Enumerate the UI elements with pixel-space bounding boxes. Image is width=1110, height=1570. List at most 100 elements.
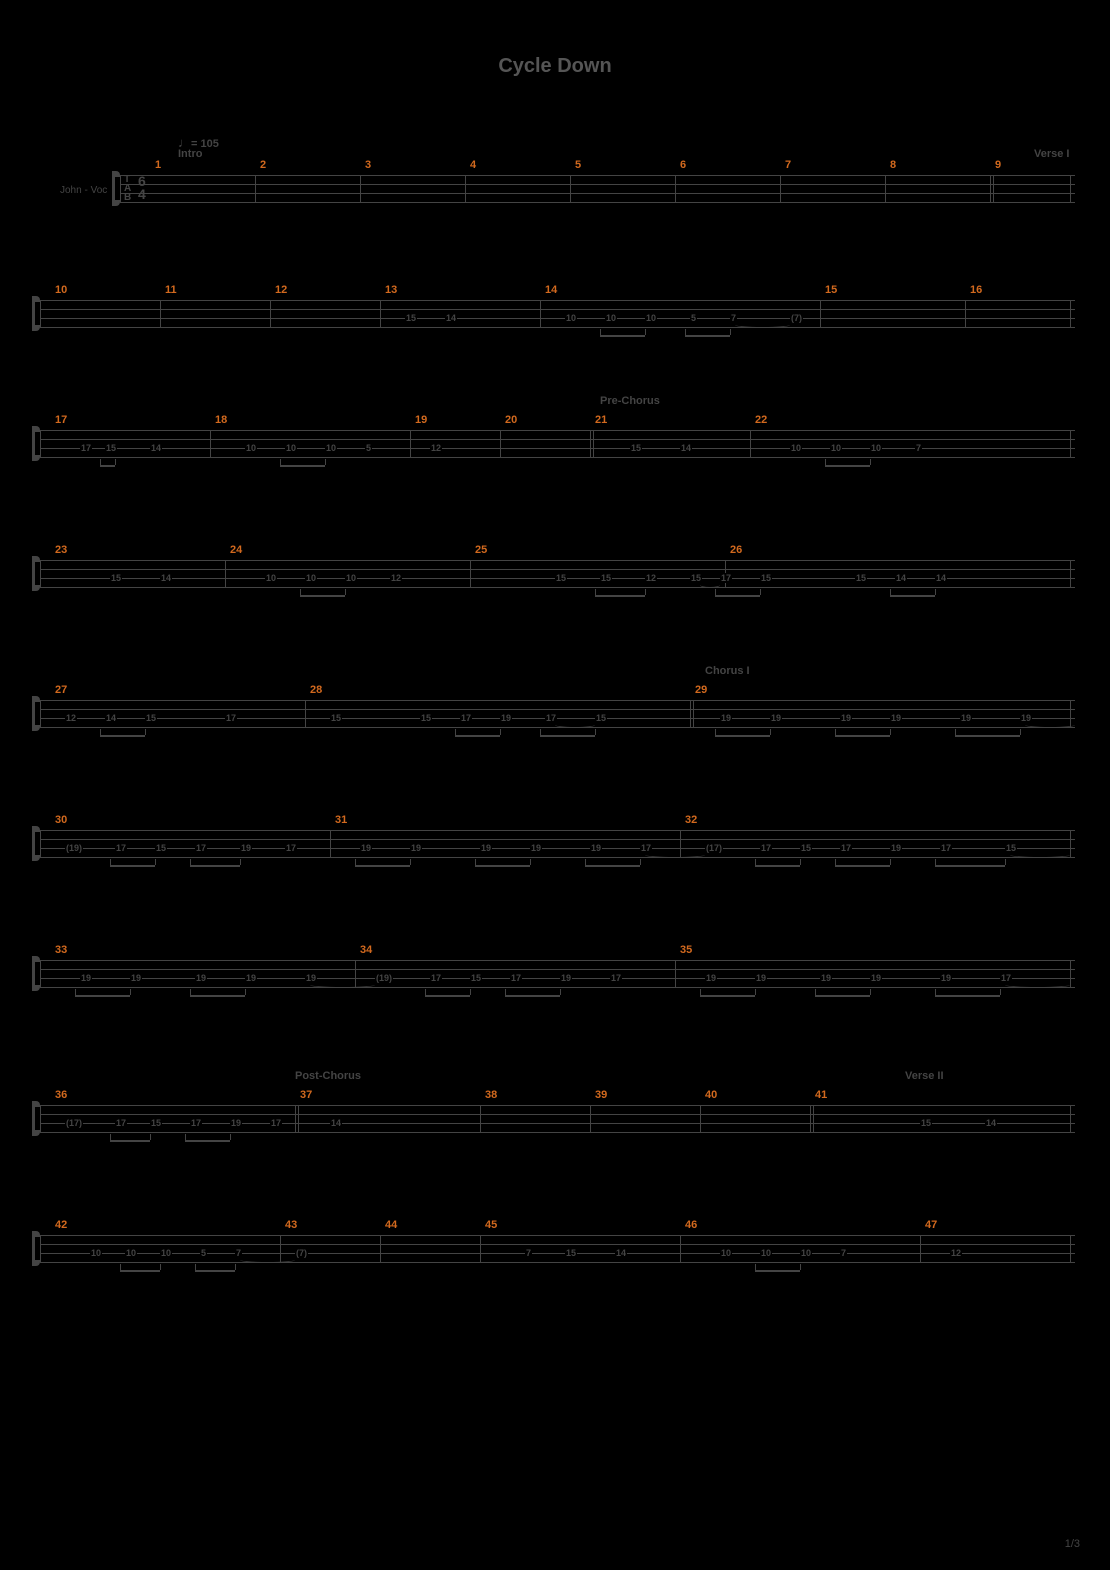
measure-number: 43 <box>285 1219 297 1231</box>
stem <box>800 1264 801 1270</box>
stem <box>530 859 531 865</box>
measure-number: 39 <box>595 1089 607 1101</box>
stem <box>1000 989 1001 995</box>
beam <box>955 735 1020 737</box>
stem <box>1005 859 1006 865</box>
measure-number: 10 <box>55 284 67 296</box>
staff-line <box>40 327 1075 328</box>
measure-number: 4 <box>470 159 476 171</box>
fret-number: 12 <box>950 1248 962 1258</box>
measure-number: 42 <box>55 1219 67 1231</box>
fret-number: 19 <box>960 713 972 723</box>
barline <box>1070 1105 1071 1132</box>
fret-number: 14 <box>895 573 907 583</box>
fret-number: 14 <box>680 443 692 453</box>
fret-number: 17 <box>430 973 442 983</box>
stem <box>825 459 826 465</box>
tab-system: 23242526151410101012151512151715151414 <box>0 560 1110 627</box>
stem <box>755 1264 756 1270</box>
barline <box>1070 1235 1071 1262</box>
fret-number: 15 <box>420 713 432 723</box>
fret-number: 10 <box>245 443 257 453</box>
staff-line <box>40 987 1075 988</box>
stem <box>935 859 936 865</box>
stem <box>700 989 701 995</box>
beam <box>890 595 935 597</box>
system-bracket <box>32 430 35 457</box>
stem <box>500 729 501 735</box>
tie <box>240 1257 295 1263</box>
stem <box>1020 729 1021 735</box>
measure-number: 44 <box>385 1219 397 1231</box>
beam <box>110 1140 150 1142</box>
tie <box>1010 852 1070 858</box>
barline <box>470 560 471 587</box>
stem <box>715 729 716 735</box>
fret-number: 19 <box>755 973 767 983</box>
stem <box>470 989 471 995</box>
beam <box>280 465 325 467</box>
fret-number: 19 <box>820 973 832 983</box>
fret-number: 14 <box>150 443 162 453</box>
barline <box>920 1235 921 1262</box>
measure-number: 27 <box>55 684 67 696</box>
tab-clef: TAB <box>124 175 131 202</box>
beam <box>715 735 770 737</box>
staff-line <box>40 709 1075 710</box>
measure-number: 19 <box>415 414 427 426</box>
stem <box>475 859 476 865</box>
fret-number: (7) <box>295 1248 308 1258</box>
stem <box>410 859 411 865</box>
staff-line <box>40 718 1075 719</box>
section-label: Intro <box>178 148 202 160</box>
measure-number: 29 <box>695 684 707 696</box>
measure-number: 1 <box>155 159 161 171</box>
staff-line <box>40 839 1075 840</box>
stem <box>890 859 891 865</box>
barline <box>1070 960 1071 987</box>
fret-number: 10 <box>285 443 297 453</box>
beam <box>425 995 470 997</box>
fret-number: 17 <box>195 843 207 853</box>
fret-number: 10 <box>90 1248 102 1258</box>
measure-number: 38 <box>485 1089 497 1101</box>
barline <box>1070 175 1071 202</box>
fret-number: 10 <box>830 443 842 453</box>
fret-number: (19) <box>375 973 393 983</box>
system-bracket <box>32 1105 35 1132</box>
fret-number: (19) <box>65 843 83 853</box>
tie <box>645 852 705 858</box>
measure-number: 3 <box>365 159 371 171</box>
stem <box>190 989 191 995</box>
section-label: Pre-Chorus <box>600 395 660 407</box>
measure-number: 11 <box>165 284 177 296</box>
measure-number: 33 <box>55 944 67 956</box>
fret-number: 17 <box>720 573 732 583</box>
stem <box>185 1134 186 1140</box>
fret-number: 19 <box>245 973 257 983</box>
barline <box>295 1105 296 1132</box>
measure-number: 30 <box>55 814 67 826</box>
staff-line <box>40 1114 1075 1115</box>
fret-number: 19 <box>940 973 952 983</box>
barline <box>480 1105 481 1132</box>
barline <box>210 430 211 457</box>
fret-number: (17) <box>65 1118 83 1128</box>
stem <box>355 859 356 865</box>
tie <box>1005 982 1070 988</box>
barline <box>120 175 121 202</box>
fret-number: 15 <box>105 443 117 453</box>
barline <box>380 1235 381 1262</box>
barline <box>40 300 41 327</box>
stem <box>115 459 116 465</box>
fret-number: 19 <box>720 713 732 723</box>
fret-number: 19 <box>360 843 372 853</box>
stem <box>870 459 871 465</box>
fret-number: 14 <box>615 1248 627 1258</box>
fret-number: 7 <box>525 1248 532 1258</box>
fret-number: 10 <box>125 1248 137 1258</box>
barline <box>965 300 966 327</box>
tab-system: ♩= 105IntroVerse IJohn - VocTAB641234567… <box>0 175 1110 242</box>
fret-number: 5 <box>200 1248 207 1258</box>
barline <box>40 430 41 457</box>
